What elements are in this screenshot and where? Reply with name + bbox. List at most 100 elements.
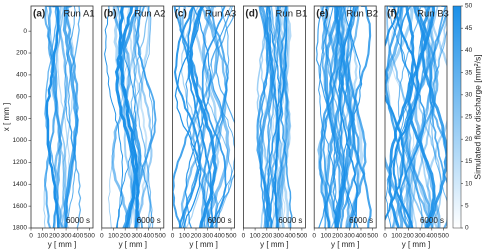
flow-channel bbox=[274, 6, 289, 228]
x-tick-label: 500 bbox=[296, 233, 307, 240]
panel-label: (c) bbox=[175, 9, 187, 20]
flow-channel bbox=[215, 6, 235, 228]
flow-channel bbox=[62, 6, 75, 228]
x-axis-label: y [ mm ] bbox=[119, 240, 147, 249]
x-tick-label: 300 bbox=[273, 233, 284, 240]
flow-channel bbox=[274, 6, 288, 228]
flow-channel bbox=[117, 6, 137, 228]
colorbar-tick-label: 15 bbox=[465, 158, 473, 165]
flow-channel bbox=[262, 6, 277, 228]
x-tick-label: 200 bbox=[191, 233, 202, 240]
flow-channel bbox=[192, 6, 220, 228]
panel-label: (f) bbox=[387, 9, 397, 20]
y-tick-label: 1400 bbox=[13, 181, 28, 188]
time-annotation: 6000 s bbox=[420, 216, 444, 225]
colorbar-label: Simulated flow discharge [mm²/s] bbox=[472, 54, 482, 179]
panel-label: (b) bbox=[104, 9, 117, 20]
colorbar-tick-label: 25 bbox=[465, 114, 473, 121]
flow-channel bbox=[387, 6, 415, 228]
panel-frame bbox=[30, 5, 94, 229]
flow-channel bbox=[62, 6, 79, 228]
panel-title: Run A2 bbox=[134, 9, 165, 20]
flow-channel bbox=[333, 6, 353, 228]
flow-channel bbox=[191, 6, 219, 228]
y-tick-label: 1200 bbox=[13, 159, 28, 166]
flow-channel bbox=[172, 6, 199, 228]
flow-channel bbox=[412, 6, 439, 228]
flow-field bbox=[43, 6, 82, 228]
flow-channel bbox=[267, 6, 281, 228]
panel-title: Run B1 bbox=[276, 9, 308, 20]
time-annotation: 6000 s bbox=[349, 216, 373, 225]
flow-channel bbox=[275, 6, 289, 228]
panel-frame bbox=[172, 5, 236, 229]
flow-channel bbox=[385, 6, 412, 228]
flow-channel bbox=[185, 6, 210, 228]
flow-channel bbox=[64, 6, 77, 228]
flow-channel bbox=[385, 6, 405, 222]
flow-channel bbox=[385, 6, 412, 228]
x-tick-label: 400 bbox=[285, 233, 296, 240]
x-axis-label: y [ mm ] bbox=[402, 240, 430, 249]
x-tick-label: 200 bbox=[261, 233, 272, 240]
x-tick-label: 300 bbox=[61, 233, 72, 240]
y-axis-label: x [ mm ] bbox=[2, 103, 11, 131]
flow-channel bbox=[345, 6, 367, 228]
flow-channel bbox=[420, 6, 447, 228]
flow-channel bbox=[275, 6, 291, 228]
time-annotation: 6000 s bbox=[208, 216, 232, 225]
colorbar-tick-label: 10 bbox=[465, 180, 473, 187]
colorbar-tick-label: 0 bbox=[465, 225, 469, 232]
time-annotation: 6000 s bbox=[137, 216, 161, 225]
x-tick-label: 0 bbox=[312, 233, 316, 240]
flow-channel bbox=[409, 6, 437, 228]
x-tick-label: 200 bbox=[120, 233, 131, 240]
x-tick-label: 0 bbox=[100, 233, 104, 240]
flow-field bbox=[315, 6, 372, 228]
x-tick-label: 400 bbox=[72, 233, 83, 240]
x-axis-label: y [ mm ] bbox=[260, 240, 288, 249]
x-tick-label: 400 bbox=[143, 233, 154, 240]
x-tick-label: 200 bbox=[49, 233, 60, 240]
flow-channel bbox=[131, 6, 153, 228]
flow-field bbox=[172, 6, 235, 228]
panel-frame bbox=[242, 5, 306, 229]
panel-label: (d) bbox=[245, 9, 258, 20]
x-axis-label: y [ mm ] bbox=[189, 240, 217, 249]
x-tick-label: 300 bbox=[415, 233, 426, 240]
flow-channel bbox=[429, 6, 447, 185]
panel-label: (e) bbox=[316, 9, 328, 20]
x-tick-label: 400 bbox=[214, 233, 225, 240]
flow-field bbox=[256, 6, 293, 228]
flow-channel bbox=[264, 6, 278, 228]
panel-title: Run B2 bbox=[346, 9, 378, 20]
flow-channel bbox=[428, 6, 447, 228]
flow-channel bbox=[385, 6, 412, 228]
colorbar-tick-label: 30 bbox=[465, 92, 473, 99]
x-tick-label: 100 bbox=[391, 233, 402, 240]
colorbar-tick-label: 35 bbox=[465, 69, 473, 76]
x-tick-label: 100 bbox=[37, 233, 48, 240]
x-axis-label: y [ mm ] bbox=[331, 240, 359, 249]
flow-channel bbox=[53, 6, 69, 228]
flow-channel bbox=[260, 6, 274, 228]
colorbar-tick-label: 5 bbox=[465, 203, 469, 210]
flow-channel bbox=[262, 6, 276, 228]
y-tick-label: 800 bbox=[16, 115, 27, 122]
y-tick-label: 1600 bbox=[13, 203, 28, 210]
panel-frame bbox=[313, 5, 377, 229]
x-tick-label: 300 bbox=[202, 233, 213, 240]
x-tick-label: 500 bbox=[226, 233, 237, 240]
y-tick-label: 200 bbox=[16, 50, 27, 57]
flow-channel bbox=[186, 6, 214, 228]
time-annotation: 6000 s bbox=[278, 216, 302, 225]
flow-channel bbox=[336, 6, 358, 228]
flow-channel bbox=[272, 6, 286, 228]
x-tick-label: 100 bbox=[320, 233, 331, 240]
flow-channel bbox=[324, 6, 345, 228]
x-tick-label: 500 bbox=[84, 233, 95, 240]
panel-title: Run B3 bbox=[417, 9, 449, 20]
x-tick-label: 0 bbox=[383, 233, 387, 240]
y-tick-label: 600 bbox=[16, 93, 27, 100]
